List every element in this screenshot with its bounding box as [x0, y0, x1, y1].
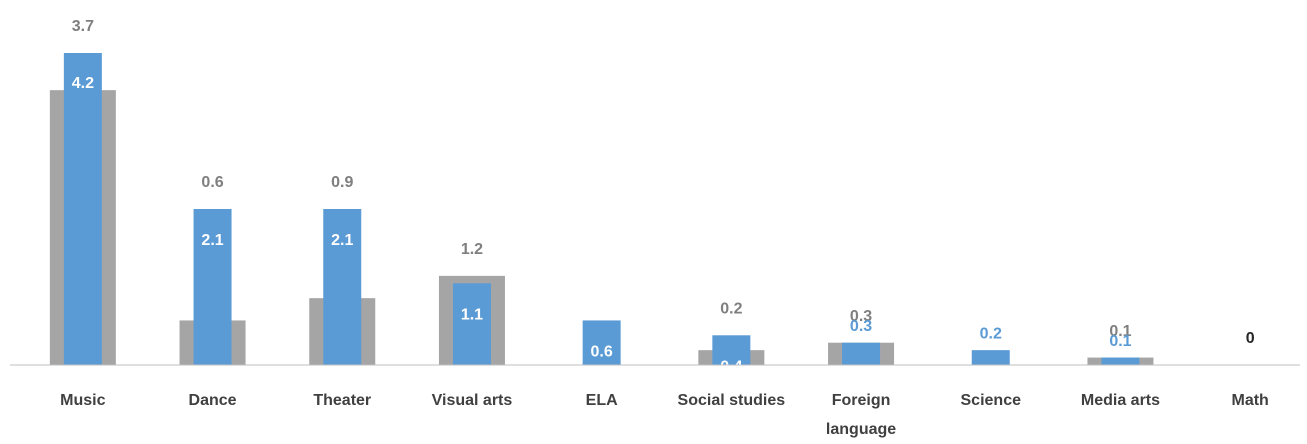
data-label: 0.3 [850, 318, 872, 335]
data-label: 1.1 [461, 307, 483, 324]
x-tick-label: Foreign language [826, 392, 896, 438]
x-tick-label: Math [1231, 392, 1268, 409]
bar [971, 350, 1010, 365]
data-label: 1.2 [461, 241, 483, 258]
data-label: 2.1 [331, 232, 353, 249]
data-label: 3.7 [72, 18, 94, 35]
data-label: 0.1 [1109, 323, 1131, 340]
bar [712, 335, 751, 365]
x-tick-label: ELA [586, 392, 618, 409]
data-label: 0.6 [201, 174, 223, 191]
bar [1101, 357, 1140, 365]
x-tick-label: Social studies [678, 392, 786, 409]
data-label: 2.1 [201, 232, 223, 249]
data-label: 0.1 [1109, 333, 1131, 350]
data-label: 0.4 [720, 359, 742, 376]
data-label: 0.6 [591, 344, 613, 361]
bar [582, 320, 621, 365]
bar [63, 53, 102, 365]
data-label: 0.3 [850, 308, 872, 325]
bar [323, 209, 362, 365]
data-label: 0.9 [331, 174, 353, 191]
data-label: 4.2 [72, 75, 94, 92]
x-tick-label: Theater [313, 392, 371, 409]
bar [452, 283, 491, 365]
x-tick-label: Science [961, 392, 1022, 409]
data-label: 0.2 [980, 325, 1002, 342]
bar [193, 209, 232, 365]
data-label: 0 [1246, 330, 1255, 347]
x-tick-label: Music [60, 392, 105, 409]
bar [842, 342, 881, 365]
x-tick-label: Dance [189, 392, 237, 409]
data-label: 0.2 [720, 301, 742, 318]
x-tick-label: Visual arts [432, 392, 513, 409]
x-tick-label: Media arts [1081, 392, 1160, 409]
